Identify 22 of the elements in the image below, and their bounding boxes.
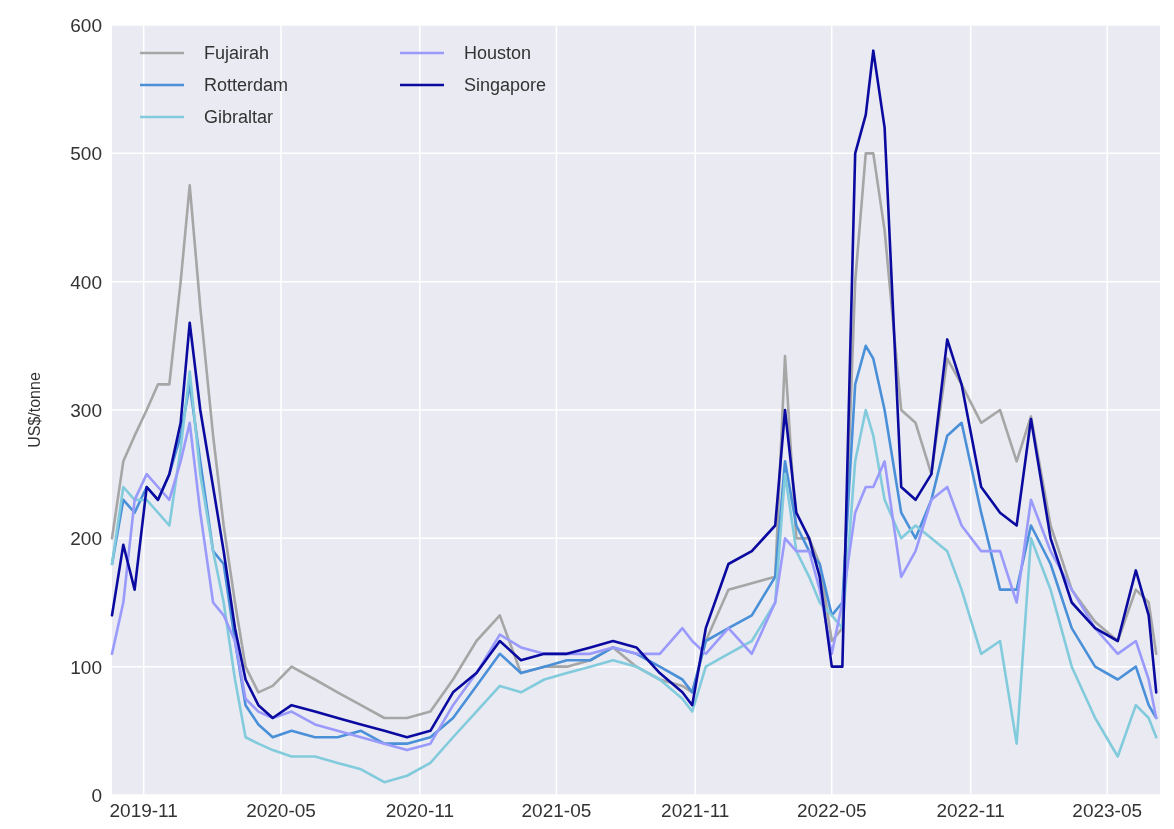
x-tick-label: 2020-11	[385, 800, 454, 821]
x-tick-label: 2022-11	[936, 800, 1005, 821]
y-tick-label: 100	[70, 656, 102, 678]
y-tick-label: 300	[70, 400, 102, 421]
x-tick-label: 2021-05	[521, 800, 592, 821]
x-tick-label: 2023-05	[1072, 800, 1143, 821]
line-series	[110, 421, 1158, 752]
legend-label: Rotterdam	[204, 75, 289, 95]
y-tick-label: 500	[70, 143, 102, 165]
y-tick-label: 400	[70, 271, 102, 293]
x-tick-label: 2019-11	[109, 800, 178, 821]
y-tick-label: 600	[70, 15, 102, 36]
legend-label: Singapore	[464, 75, 547, 95]
legend-label: Fujairah	[204, 43, 270, 63]
y-tick-label: 0	[91, 785, 102, 806]
x-tick-label: 2021-11	[661, 800, 730, 821]
x-tick-label: 2022-05	[796, 800, 867, 821]
y-tick-label: 200	[70, 528, 102, 550]
x-tick-label: 2020-05	[246, 800, 316, 821]
y-axis-title: US$/tonne	[26, 372, 43, 448]
legend-label: Houston	[464, 43, 532, 63]
legend-label: Gibraltar	[204, 107, 274, 127]
